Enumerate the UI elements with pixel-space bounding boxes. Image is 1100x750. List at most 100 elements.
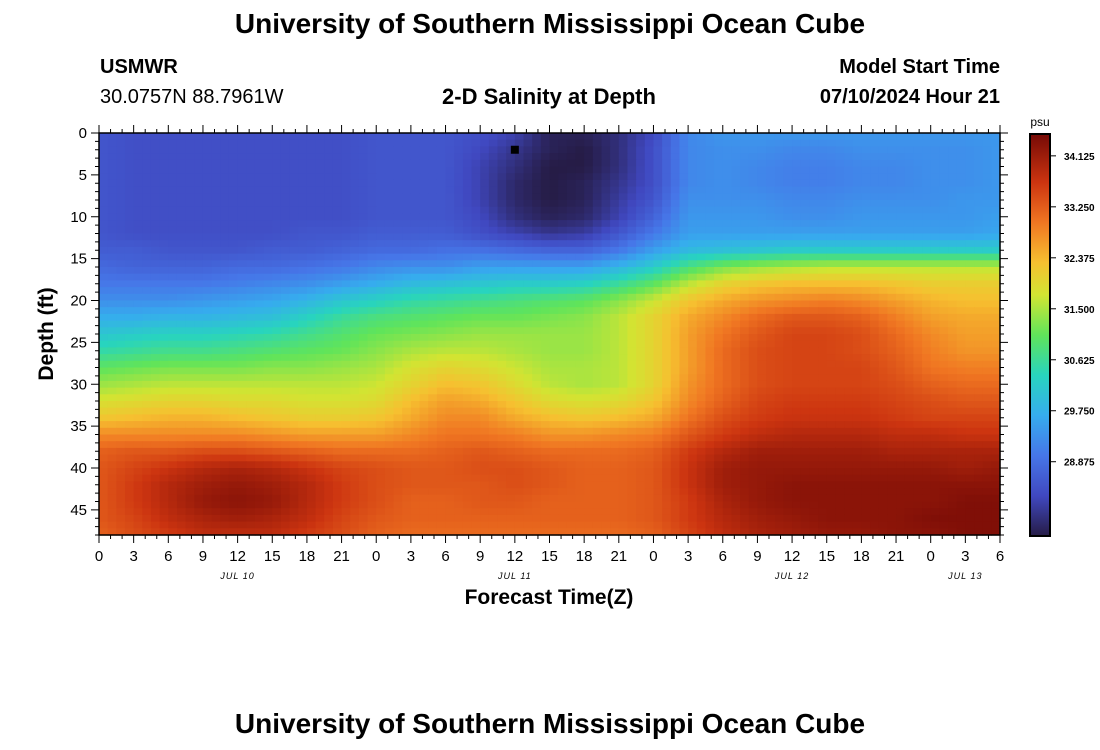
- heatmap-cell: [636, 421, 646, 429]
- heatmap-cell: [358, 260, 369, 268]
- heatmap-cell: [558, 159, 568, 168]
- heatmap-cell: [982, 153, 992, 161]
- heatmap-cell: [809, 360, 819, 369]
- heatmap-cell: [428, 213, 438, 221]
- heatmap-cell: [558, 287, 568, 295]
- heatmap-cell: [168, 347, 178, 355]
- heatmap-cell: [610, 300, 620, 308]
- heatmap-cell: [792, 407, 802, 415]
- heatmap-cell: [332, 320, 343, 328]
- heatmap-cell: [809, 320, 819, 328]
- heatmap-cell: [991, 139, 1001, 147]
- heatmap-cell: [246, 179, 256, 188]
- heatmap-cell: [818, 246, 828, 255]
- heatmap-cell: [783, 374, 793, 382]
- heatmap-cell: [428, 327, 438, 335]
- heatmap-cell: [549, 447, 559, 456]
- heatmap-cell: [497, 360, 507, 369]
- heatmap-cell: [298, 260, 308, 268]
- heatmap-cell: [722, 206, 733, 214]
- heatmap-cell: [393, 380, 403, 389]
- heatmap-cell: [116, 246, 126, 255]
- heatmap-cell: [298, 407, 308, 415]
- heatmap-cell: [185, 407, 195, 415]
- heatmap-cell: [766, 427, 776, 436]
- heatmap-cell: [818, 434, 828, 442]
- heatmap-cell: [740, 260, 750, 268]
- heatmap-cell: [462, 173, 473, 181]
- heatmap-cell: [107, 307, 117, 315]
- heatmap-cell: [306, 300, 317, 308]
- heatmap-cell: [419, 374, 429, 382]
- heatmap-cell: [705, 354, 715, 362]
- heatmap-cell: [384, 401, 395, 409]
- heatmap-cell: [818, 186, 828, 194]
- heatmap-cell: [644, 427, 655, 436]
- heatmap-cell: [462, 401, 473, 409]
- heatmap-cell: [800, 179, 810, 188]
- heatmap-cell: [133, 360, 143, 369]
- heatmap-cell: [566, 139, 577, 147]
- heatmap-cell: [410, 293, 421, 302]
- heatmap-cell: [818, 427, 828, 436]
- heatmap-cell: [653, 313, 663, 322]
- heatmap-cell: [939, 179, 949, 188]
- heatmap-cell: [150, 166, 161, 174]
- heatmap-cell: [168, 273, 178, 281]
- heatmap-cell: [558, 320, 568, 328]
- heatmap-cell: [679, 146, 689, 154]
- heatmap-cell: [896, 293, 906, 302]
- heatmap-cell: [818, 240, 828, 248]
- heatmap-cell: [870, 273, 880, 281]
- heatmap-cell: [436, 273, 447, 281]
- heatmap-cell: [601, 153, 611, 161]
- heatmap-cell: [757, 354, 767, 362]
- heatmap-cell: [246, 186, 256, 194]
- heatmap-cell: [497, 267, 507, 275]
- heatmap-cell: [974, 434, 984, 442]
- heatmap-cell: [696, 146, 707, 154]
- heatmap-cell: [948, 307, 958, 315]
- heatmap-cell: [774, 347, 785, 355]
- heatmap-cell: [714, 367, 724, 375]
- heatmap-cell: [150, 159, 161, 168]
- heatmap-cell: [861, 173, 871, 181]
- heatmap-cell: [653, 146, 663, 154]
- heatmap-cell: [315, 293, 325, 302]
- heatmap-cell: [497, 213, 507, 221]
- heatmap-cell: [107, 146, 117, 154]
- heatmap-cell: [566, 173, 577, 181]
- heatmap-cell: [350, 327, 360, 335]
- heatmap-cell: [696, 220, 707, 228]
- heatmap-cell: [402, 173, 412, 181]
- heatmap-cell: [818, 334, 828, 342]
- heatmap-cell: [471, 334, 481, 342]
- heatmap-cell: [142, 179, 152, 188]
- heatmap-cell: [228, 173, 239, 181]
- heatmap-cell: [445, 166, 455, 174]
- heatmap-cell: [410, 447, 421, 456]
- heatmap-cell: [419, 340, 429, 348]
- heatmap-cell: [488, 186, 499, 194]
- heatmap-cell: [298, 347, 308, 355]
- heatmap-cell: [506, 186, 516, 194]
- heatmap-cell: [870, 179, 880, 188]
- heatmap-cell: [930, 421, 940, 429]
- heatmap-cell: [878, 173, 888, 181]
- heatmap-cell: [523, 334, 533, 342]
- heatmap-cell: [480, 434, 490, 442]
- heatmap-cell: [514, 293, 525, 302]
- heatmap-cell: [116, 159, 126, 168]
- heatmap-cell: [488, 407, 499, 415]
- heatmap-cell: [618, 360, 629, 369]
- heatmap-cell: [558, 327, 568, 335]
- heatmap-cell: [272, 367, 282, 375]
- heatmap-cell: [480, 427, 490, 436]
- heatmap-cell: [757, 340, 767, 348]
- heatmap-cell: [670, 387, 681, 395]
- heatmap-cell: [185, 447, 195, 456]
- heatmap-cell: [471, 427, 481, 436]
- heatmap-cell: [133, 427, 143, 436]
- heatmap-cell: [826, 139, 836, 147]
- heatmap-cell: [402, 320, 412, 328]
